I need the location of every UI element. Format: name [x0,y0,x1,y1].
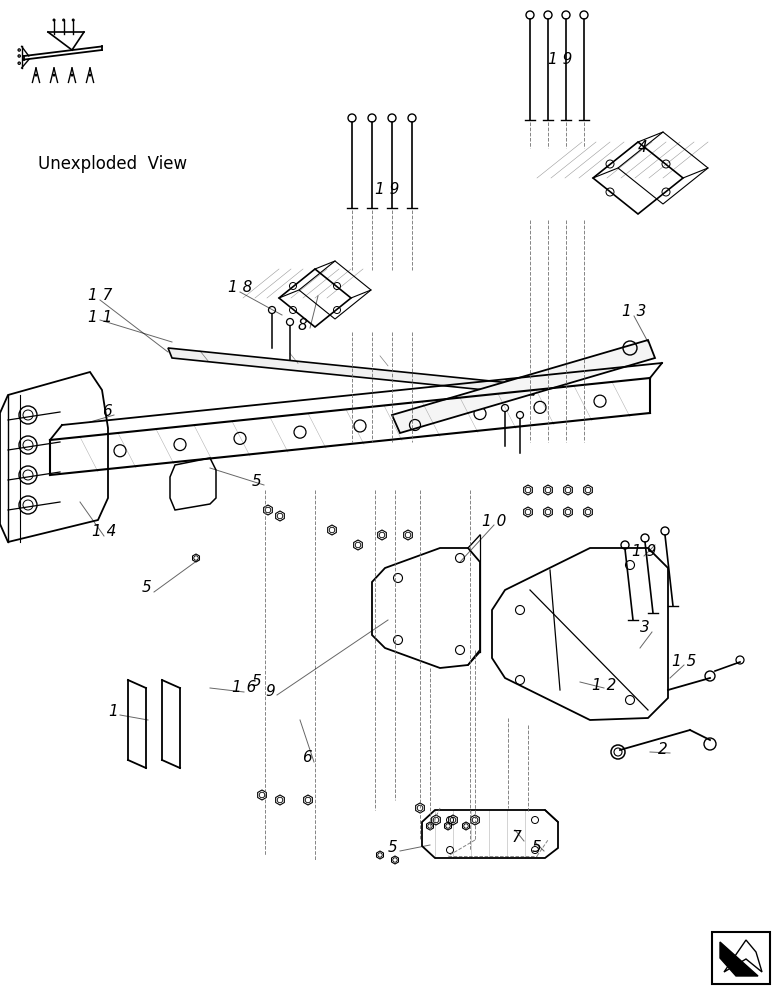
Text: 8: 8 [298,318,308,332]
Text: 5: 5 [252,475,262,489]
Text: 9: 9 [265,684,274,700]
Text: 1 4: 1 4 [92,524,116,540]
Text: 1: 1 [108,704,118,720]
Polygon shape [720,942,758,976]
Text: 1 8: 1 8 [228,280,252,296]
Text: 1 9: 1 9 [632,544,656,560]
Text: 1 6: 1 6 [232,680,256,696]
Text: 1 0: 1 0 [482,514,506,530]
Text: Unexploded  View: Unexploded View [38,155,187,173]
Text: 1 2: 1 2 [592,678,616,692]
Text: 4: 4 [638,140,648,155]
Text: 3: 3 [640,620,650,636]
Text: 5: 5 [388,840,397,856]
Text: 5: 5 [252,674,262,690]
Bar [712,932,770,984]
Text: 5: 5 [142,580,152,595]
Text: 5: 5 [532,840,542,856]
Text: 1 3: 1 3 [622,304,646,320]
Text: 1 1: 1 1 [88,310,112,326]
Text: 1 5: 1 5 [672,654,696,670]
Text: 1 9: 1 9 [375,182,399,198]
Text: 6: 6 [102,404,112,420]
Text: 1 7: 1 7 [88,288,112,304]
Text: 7: 7 [512,830,521,846]
Polygon shape [168,348,534,395]
Text: 6: 6 [302,750,312,766]
Polygon shape [724,940,762,972]
Text: 2: 2 [658,742,668,758]
Text: 1 9: 1 9 [548,52,572,68]
Polygon shape [392,340,655,433]
